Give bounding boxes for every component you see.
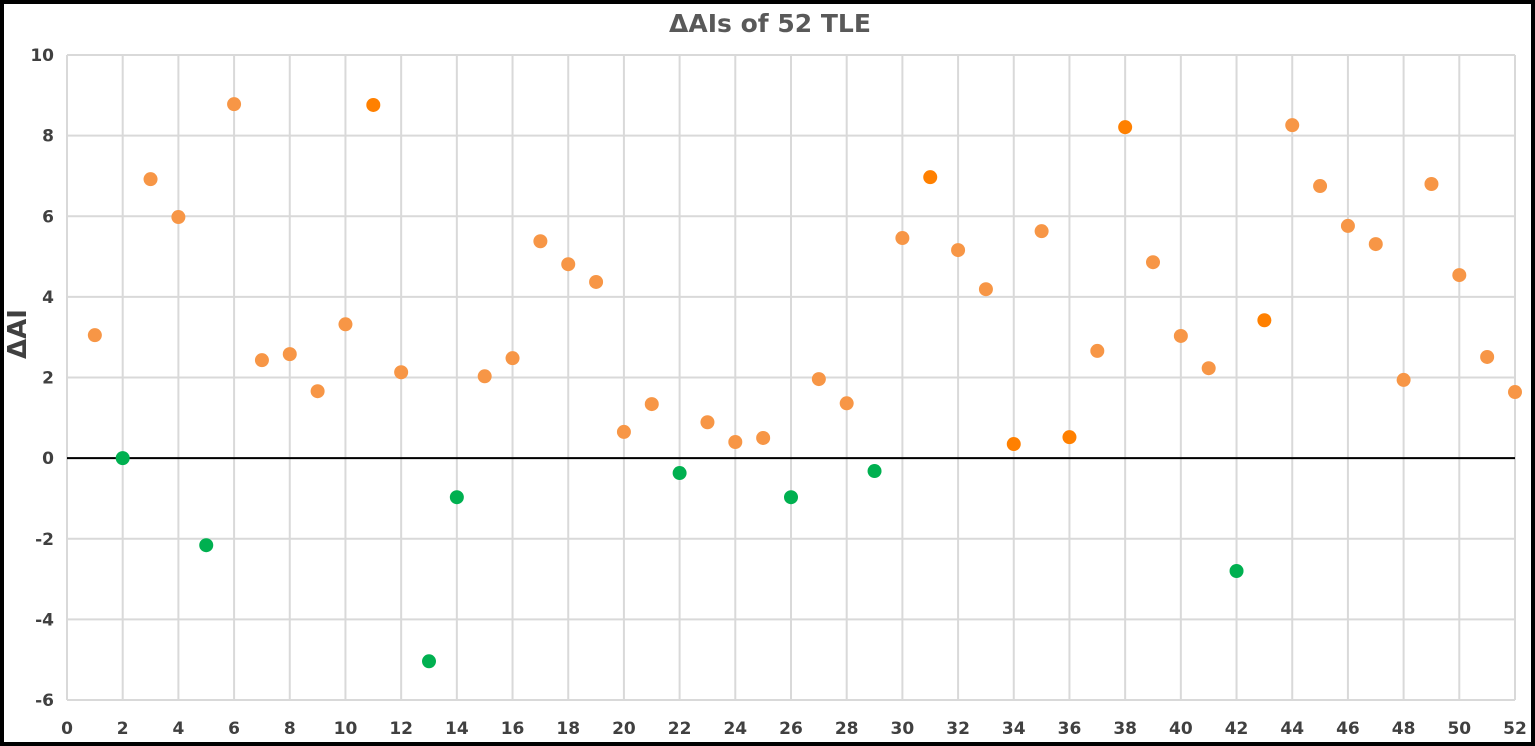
- y-tick-label: 4: [42, 288, 54, 308]
- data-point-4: [171, 210, 186, 225]
- x-tick-label: 12: [389, 719, 413, 739]
- data-point-6: [227, 97, 242, 112]
- x-tick-label: 16: [501, 719, 525, 739]
- y-tick-label: 10: [30, 46, 54, 66]
- y-tick-label: 8: [42, 127, 54, 147]
- x-tick-label: 0: [61, 719, 73, 739]
- y-tick-label: -6: [35, 691, 54, 711]
- x-tick-label: 46: [1336, 719, 1360, 739]
- data-point-20: [616, 424, 631, 439]
- x-tick-label: 38: [1113, 719, 1137, 739]
- x-tick-label: 14: [445, 719, 469, 739]
- data-point-13: [422, 654, 436, 669]
- x-tick-label: 32: [946, 719, 970, 739]
- data-point-16: [505, 351, 520, 366]
- data-point-50: [1452, 268, 1467, 283]
- x-tick-label: 4: [172, 719, 184, 739]
- data-point-22: [672, 466, 687, 481]
- x-tick-label: 40: [1169, 719, 1193, 739]
- data-point-49: [1424, 177, 1439, 191]
- gridlines: [66, 54, 1516, 701]
- data-point-44: [1285, 118, 1300, 133]
- chart-title: ΔAIs of 52 TLE: [669, 9, 871, 38]
- x-tick-label: 30: [891, 719, 915, 739]
- data-point-33: [978, 282, 993, 297]
- data-point-35: [1034, 224, 1049, 239]
- data-point-2: [115, 451, 130, 466]
- data-point-52: [1508, 385, 1522, 400]
- data-point-25: [756, 430, 771, 445]
- data-point-34: [1006, 437, 1021, 452]
- data-point-21: [644, 397, 659, 412]
- data-point-48: [1396, 372, 1411, 387]
- data-point-12: [394, 365, 409, 380]
- data-point-7: [254, 353, 269, 368]
- y-tick-label: -2: [35, 530, 54, 550]
- data-point-29: [867, 464, 882, 479]
- y-tick-label: 2: [42, 369, 54, 389]
- x-tick-label: 18: [556, 719, 580, 739]
- y-tick-label: 6: [42, 207, 54, 227]
- y-tick-label: -4: [35, 610, 54, 630]
- chart-area: ΔAIs of 52 TLE ΔAI 0 2 4 6 8 10 12 14 16 18 20 22 24…: [4, 4, 1531, 742]
- data-point-14: [449, 490, 464, 505]
- tick-labels: 0 2 4 6 8 10 12 14 16 18 20 22 24 26 28 30 32 34 36 38 40 42 4…: [30, 46, 1527, 739]
- x-tick-label: 20: [612, 719, 636, 739]
- x-tick-label: 22: [668, 719, 692, 739]
- data-point-1: [87, 328, 102, 343]
- x-tick-label: 42: [1225, 719, 1249, 739]
- data-point-30: [895, 231, 910, 246]
- x-tick-label: 36: [1058, 719, 1082, 739]
- data-point-38: [1118, 120, 1133, 135]
- x-tick-label: 8: [284, 719, 296, 739]
- data-point-47: [1368, 237, 1383, 252]
- data-point-23: [700, 415, 715, 430]
- y-axis-label: ΔAI: [4, 309, 33, 359]
- scatter-chart: ΔAIs of 52 TLE ΔAI 0 2 4 6 8 10 12 14 16 18 20 22 24…: [4, 9, 1527, 739]
- x-tick-label: 48: [1392, 719, 1416, 739]
- data-points: [87, 97, 1522, 669]
- data-point-37: [1090, 343, 1105, 358]
- data-point-3: [143, 172, 158, 187]
- data-point-32: [951, 243, 966, 258]
- data-point-27: [811, 372, 826, 387]
- data-point-39: [1146, 255, 1160, 270]
- data-point-31: [923, 170, 938, 185]
- data-point-24: [728, 435, 743, 449]
- data-point-26: [784, 490, 798, 505]
- x-tick-label: 24: [723, 719, 747, 739]
- data-point-18: [561, 257, 576, 272]
- data-point-40: [1173, 328, 1188, 343]
- x-tick-label: 34: [1002, 719, 1026, 739]
- x-tick-label: 50: [1447, 719, 1471, 739]
- data-point-19: [589, 274, 604, 289]
- x-tick-label: 52: [1503, 719, 1527, 739]
- data-point-28: [839, 396, 854, 411]
- data-point-17: [533, 234, 548, 249]
- data-point-43: [1257, 313, 1272, 328]
- data-point-36: [1062, 430, 1077, 445]
- data-point-45: [1313, 179, 1328, 194]
- x-tick-label: 26: [779, 719, 803, 739]
- x-tick-label: 10: [334, 719, 358, 739]
- y-tick-label: 0: [42, 449, 54, 469]
- x-tick-label: 28: [835, 719, 859, 739]
- data-point-10: [338, 317, 353, 332]
- data-point-8: [282, 347, 297, 362]
- data-point-9: [310, 384, 325, 399]
- x-tick-label: 6: [228, 719, 240, 739]
- x-tick-label: 2: [117, 719, 129, 739]
- data-point-51: [1480, 349, 1495, 364]
- data-point-42: [1229, 564, 1244, 578]
- data-point-5: [199, 538, 214, 553]
- data-point-46: [1340, 218, 1355, 233]
- data-point-11: [366, 97, 381, 112]
- data-point-41: [1201, 361, 1216, 376]
- data-point-15: [477, 369, 492, 384]
- x-tick-label: 44: [1280, 719, 1304, 739]
